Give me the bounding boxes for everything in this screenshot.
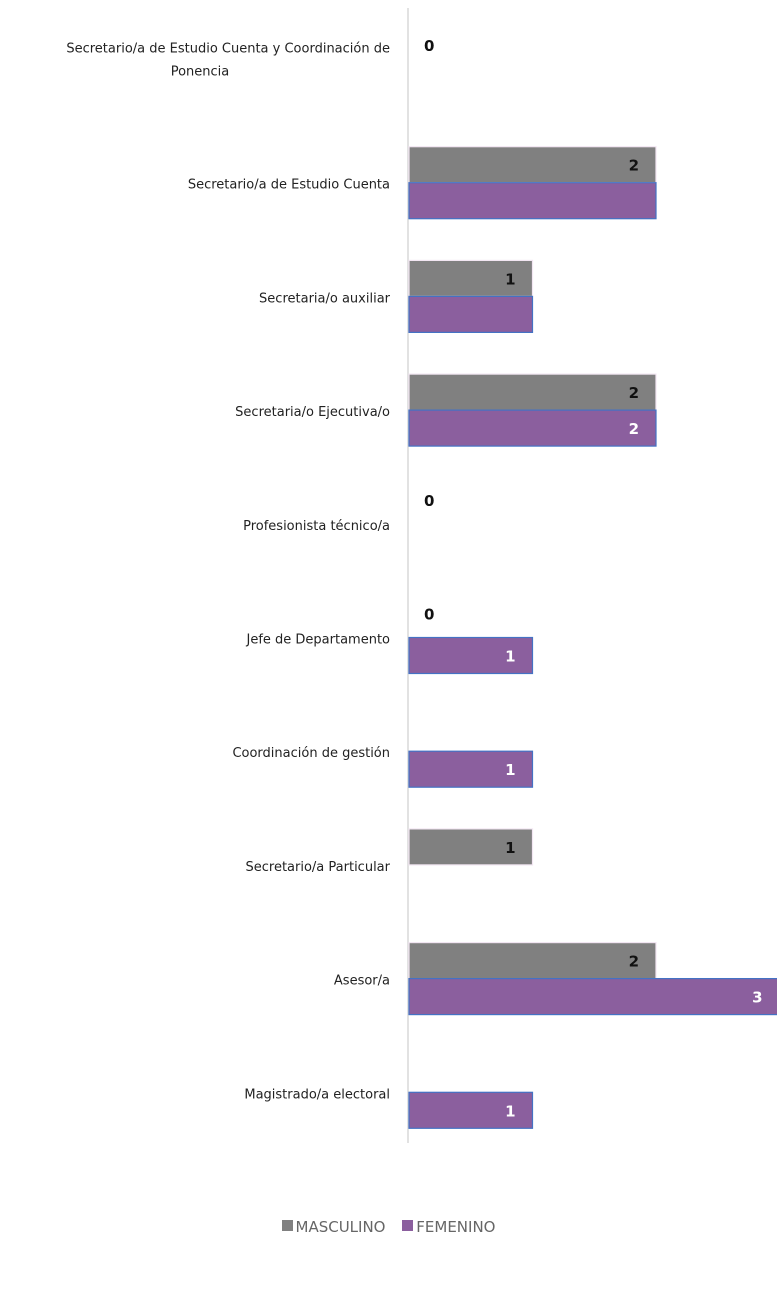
bar-masculino <box>408 146 657 184</box>
data-label-masculino: 1 <box>505 839 515 857</box>
bar-femenino <box>408 977 777 1016</box>
category-label: Ponencia <box>171 65 230 80</box>
bar-femenino <box>408 182 657 220</box>
legend-item-femenino: FEMENINO <box>402 1218 495 1236</box>
data-label-femenino: 2 <box>629 420 639 438</box>
data-label-femenino: 1 <box>505 648 515 666</box>
category-label: Asesor/a <box>334 974 390 989</box>
category-label: Secretario/a de Estudio Cuenta y Coordin… <box>66 42 390 57</box>
bar-femenino <box>408 636 534 675</box>
bar-masculino <box>408 373 657 411</box>
category-label: Coordinación de gestión <box>232 746 390 761</box>
bar-femenino <box>408 409 657 447</box>
data-label-masculino: 0 <box>424 492 434 510</box>
category-label: Magistrado/a electoral <box>244 1087 390 1102</box>
legend-swatch-masculino <box>281 1220 293 1231</box>
bar-masculino <box>408 828 534 866</box>
legend-item-masculino: MASCULINO <box>281 1218 386 1236</box>
data-label-masculino: 1 <box>505 270 515 288</box>
legend-label-femenino: FEMENINO <box>416 1218 496 1236</box>
data-label-femenino: 3 <box>752 989 762 1007</box>
bar-masculino <box>408 941 657 980</box>
category-label: Jefe de Departamento <box>245 633 390 648</box>
data-label-masculino: 0 <box>424 606 434 624</box>
data-label-masculino: 2 <box>629 384 639 402</box>
legend: MASCULINO FEMENINO <box>0 1218 777 1236</box>
category-label: Profesionista técnico/a <box>243 519 390 534</box>
bar-femenino <box>408 750 534 788</box>
legend-label-masculino: MASCULINO <box>295 1218 386 1236</box>
data-label-femenino: 1 <box>505 761 515 779</box>
bar-femenino <box>408 1091 534 1129</box>
bar-femenino <box>408 295 534 333</box>
category-label: Secretario/a Particular <box>246 860 391 875</box>
data-label-masculino: 0 <box>424 37 434 55</box>
data-label-masculino: 2 <box>629 157 639 175</box>
category-label: Secretario/a de Estudio Cuenta <box>188 178 390 193</box>
legend-swatch-femenino <box>402 1220 414 1231</box>
category-label: Secretaria/o auxiliar <box>259 291 391 306</box>
data-label-masculino: 2 <box>629 953 639 971</box>
category-label: Secretaria/o Ejecutiva/o <box>235 405 390 420</box>
data-label-femenino: 1 <box>505 1102 515 1120</box>
